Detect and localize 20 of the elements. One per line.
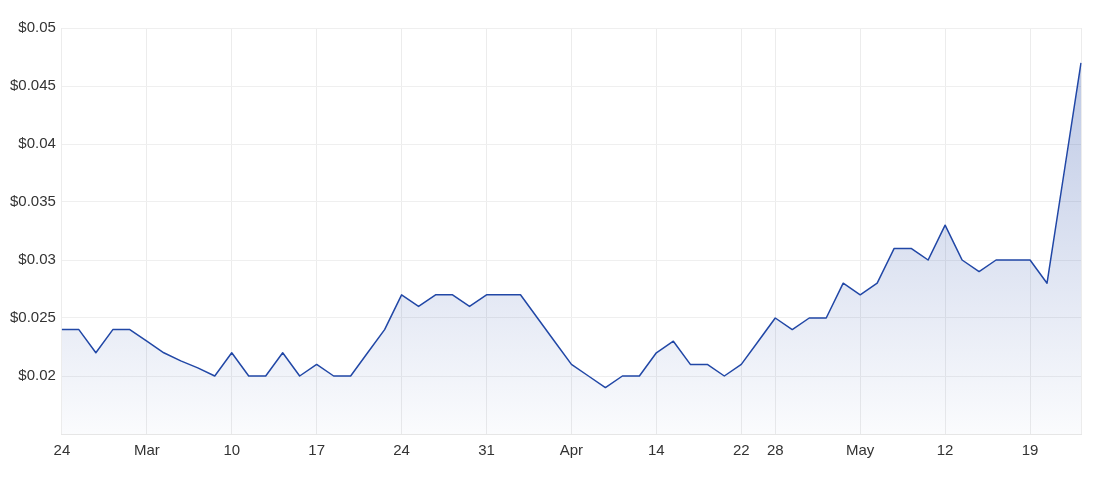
x-tick-label: 24	[393, 441, 410, 459]
y-tick-label: $0.04	[18, 134, 56, 152]
x-tick-label: 28	[766, 441, 784, 459]
x-tick-label: 14	[648, 441, 665, 459]
x-tick-label: 10	[223, 441, 241, 459]
y-tick-label: $0.045	[9, 76, 56, 94]
x-tick-label: 24	[53, 441, 71, 459]
y-tick-label: $0.05	[18, 18, 56, 36]
x-tick-label: 17	[308, 441, 325, 459]
y-tick-label: $0.02	[18, 366, 56, 384]
y-tick-label: $0.03	[18, 250, 56, 268]
x-tick-label: Apr	[559, 441, 584, 459]
x-tick-label: 31	[478, 441, 495, 459]
x-tick-label: 22	[732, 441, 750, 459]
x-tick-label: 19	[1021, 441, 1039, 459]
x-tick-label: 12	[936, 441, 954, 459]
x-tick-label: Mar	[133, 441, 160, 459]
y-tick-label: $0.025	[9, 308, 56, 326]
y-tick-label: $0.035	[9, 192, 56, 210]
x-tick-label: May	[846, 441, 875, 459]
